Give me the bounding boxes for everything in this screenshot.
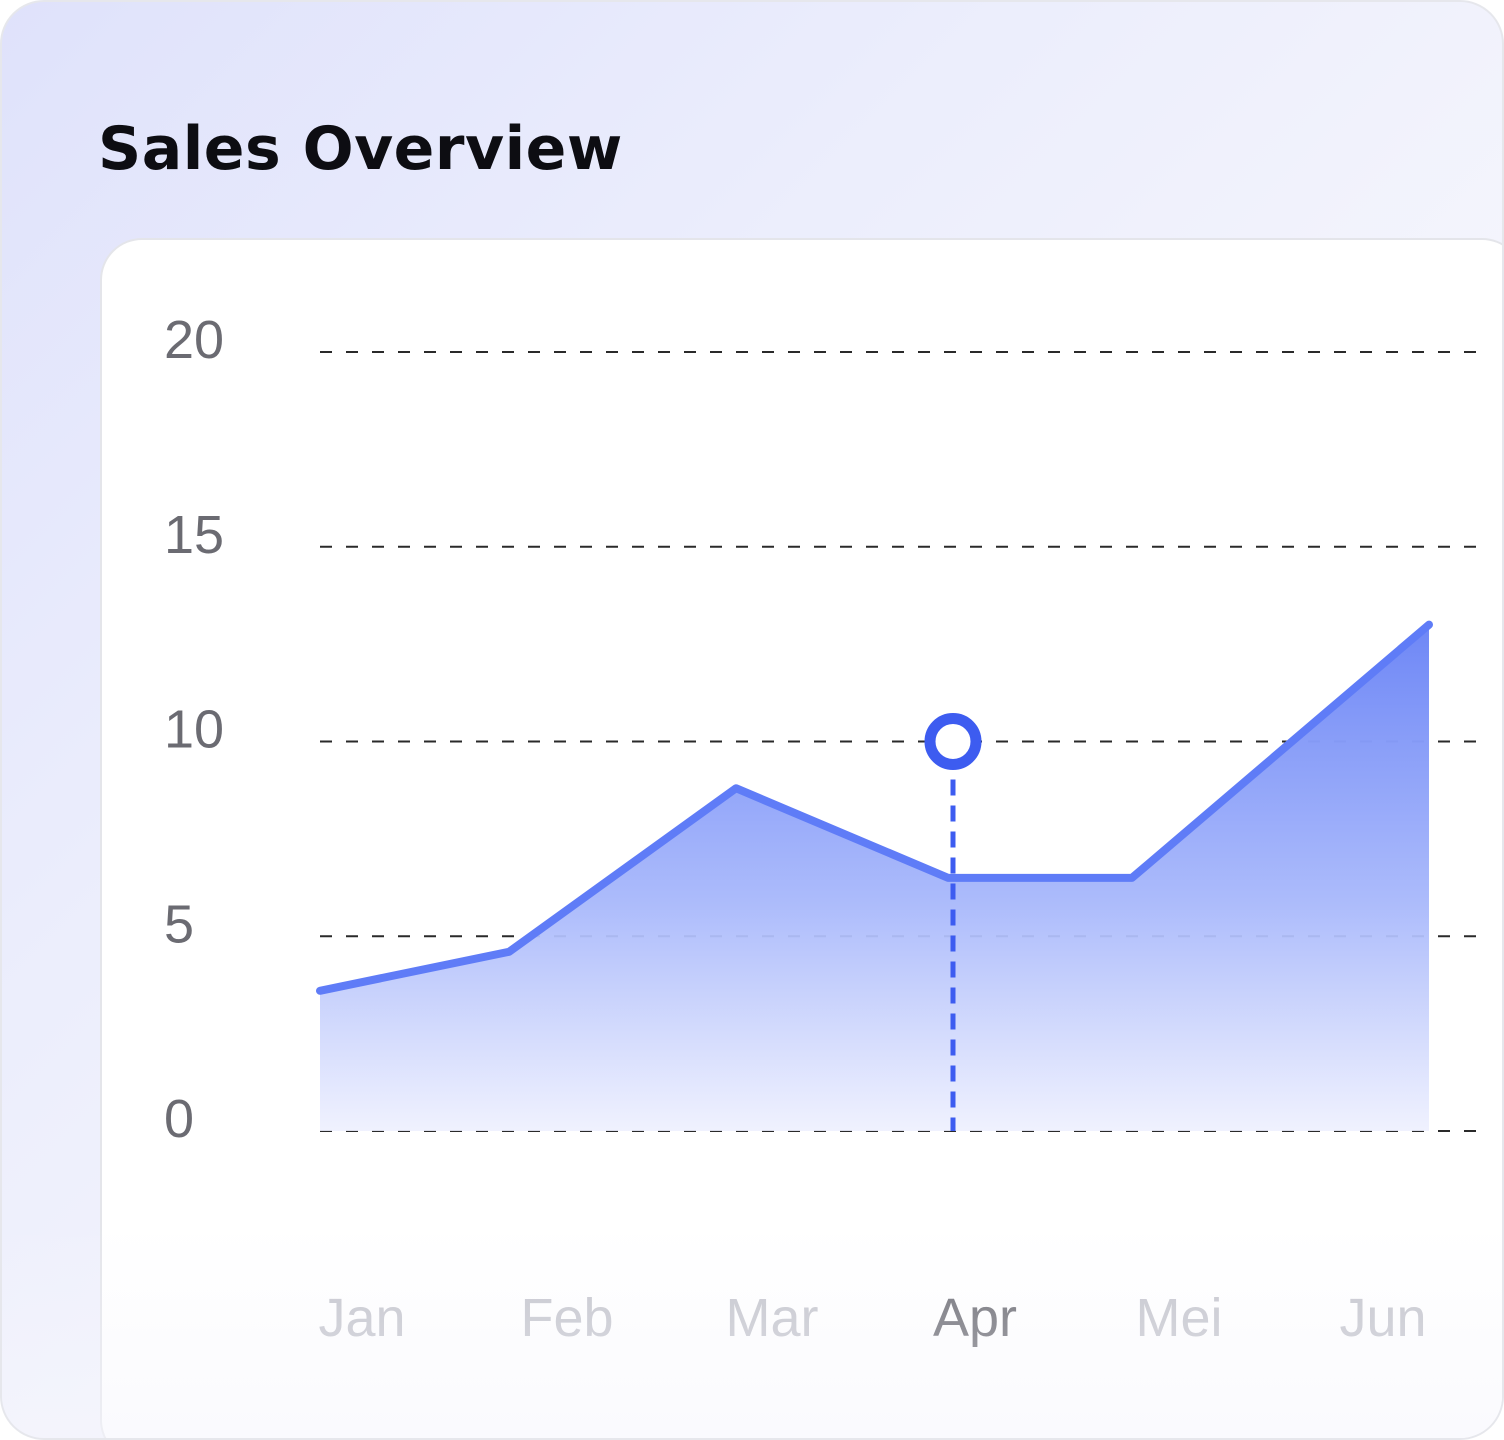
highlight-marker-group[interactable] [924, 713, 982, 1132]
y-tick-label: 20 [164, 310, 224, 370]
series-line-path [316, 620, 1433, 995]
x-tick-label-jun: Jun [1339, 1288, 1426, 1348]
sales-area-chart: 0 5 10 15 20 Jan Feb Mar Apr Mei Jun [164, 310, 1487, 1348]
series-line [316, 620, 1433, 995]
y-tick-label: 10 [164, 700, 224, 760]
x-tick-label-mei: Mei [1135, 1288, 1222, 1348]
y-tick-label: 5 [164, 894, 194, 954]
area-fill [320, 624, 1429, 1131]
x-tick-label-apr: Apr [933, 1288, 1017, 1348]
series-area [320, 624, 1429, 1131]
highlight-marker[interactable] [924, 713, 982, 770]
chart-panel: 0 5 10 15 20 Jan Feb Mar Apr Mei Jun [100, 238, 1502, 1438]
x-tick-label-jan: Jan [318, 1288, 405, 1348]
y-axis-ticks: 0 5 10 15 20 [164, 310, 224, 1149]
y-tick-label: 15 [164, 505, 224, 565]
y-tick-label: 0 [164, 1089, 194, 1149]
x-tick-label-feb: Feb [520, 1288, 613, 1348]
card-title: Sales Overview [98, 114, 623, 184]
x-axis-ticks: Jan Feb Mar Apr Mei Jun [318, 1288, 1426, 1348]
x-tick-label-mar: Mar [726, 1288, 819, 1348]
